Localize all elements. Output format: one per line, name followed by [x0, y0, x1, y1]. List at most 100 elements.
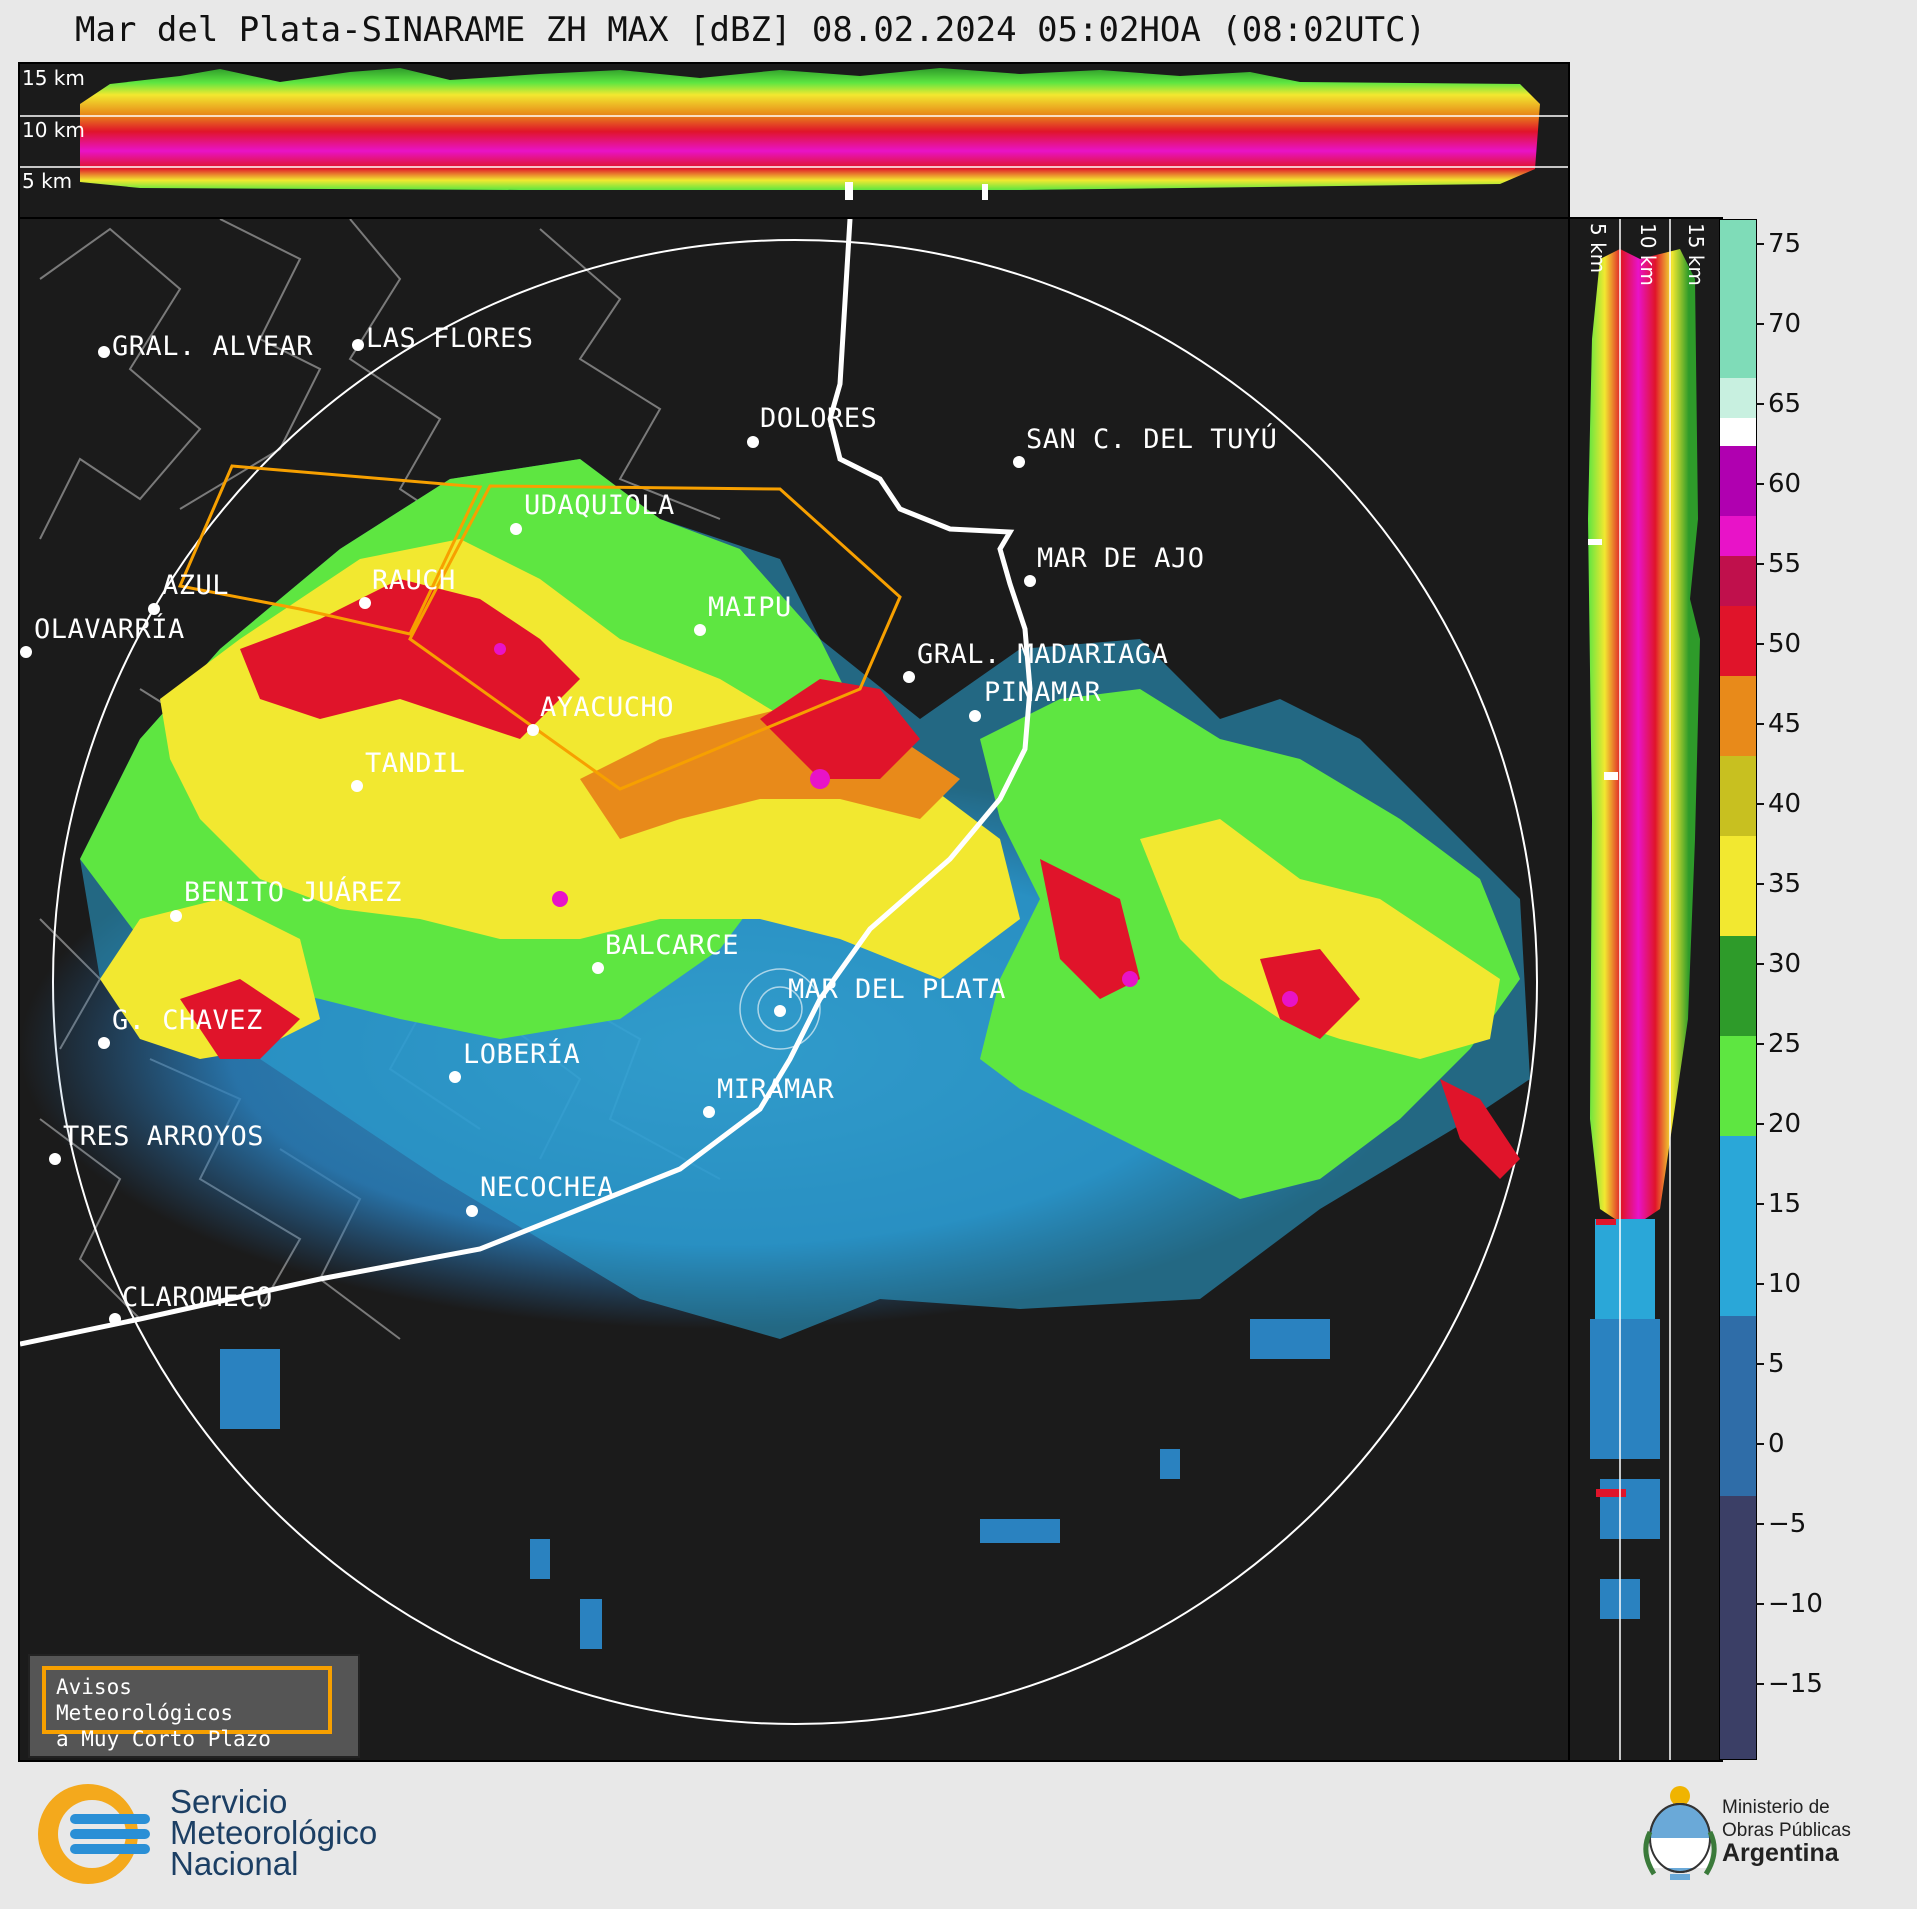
city-dot [449, 1071, 461, 1083]
warning-legend-line2: a Muy Corto Plazo [56, 1727, 271, 1751]
city-dot [170, 910, 182, 922]
colorbar-label: 0 [1768, 1429, 1785, 1459]
city-label-tandil: TANDIL [365, 748, 466, 779]
ministry-line1: Ministerio de [1722, 1797, 1830, 1818]
city-label-necochea: NECOCHEA [480, 1172, 615, 1203]
colorbar-tick [1756, 1523, 1764, 1525]
city-label-dolores: DOLORES [760, 403, 878, 434]
colorbar-tick [1756, 963, 1764, 965]
city-label-mar-de-ajo: MAR DE AJO [1037, 543, 1205, 574]
city-dot [466, 1205, 478, 1217]
colorbar-label: 10 [1768, 1269, 1802, 1299]
side-cross-section [1588, 219, 1700, 1760]
city-dot [703, 1106, 715, 1118]
smn-line2: Meteorológico [170, 1814, 378, 1851]
city-label-pinamar: PINAMAR [984, 677, 1102, 708]
colorbar-gradient [1720, 220, 1756, 1759]
height-label-15km-v: 15 km [1684, 223, 1708, 286]
colorbar-tick [1756, 1363, 1764, 1365]
colorbar-tick [1756, 1203, 1764, 1205]
colorbar-label: 20 [1768, 1109, 1802, 1139]
colorbar-label: 45 [1768, 709, 1802, 739]
city-label-las-flores: LAS FLORES [366, 323, 534, 354]
colorbar-label: 5 [1768, 1349, 1785, 1379]
radar-echoes [20, 459, 1530, 1649]
city-dot [352, 339, 364, 351]
colorbar-tick [1756, 723, 1764, 725]
colorbar-tick [1756, 1043, 1764, 1045]
colorbar-label: 25 [1768, 1029, 1802, 1059]
colorbar-label: 55 [1768, 549, 1802, 579]
city-label-olavarria: OLAVARRÍA [34, 614, 185, 645]
city-label-mar-del-plata: MAR DEL PLATA [788, 974, 1006, 1005]
city-label-tres-arroyos: TRES ARROYOS [63, 1121, 265, 1152]
city-dot [510, 523, 522, 535]
colorbar-label: −5 [1768, 1509, 1807, 1539]
city-dot [694, 624, 706, 636]
smn-line3: Nacional [170, 1845, 299, 1882]
radar-site-rings [739, 968, 821, 1050]
colorbar-label: 60 [1768, 469, 1802, 499]
city-label-benito-juarez: BENITO JUÁREZ [184, 877, 402, 908]
top-cross-section-panel: 15 km 10 km 5 km [18, 62, 1570, 219]
city-label-loberia: LOBERÍA [463, 1039, 581, 1070]
warning-legend: Avisos Meteorológicos a Muy Corto Plazo [28, 1654, 360, 1758]
city-label-san-c-del-tuyu: SAN C. DEL TUYÚ [1026, 424, 1278, 455]
city-label-g-chavez: G. CHAVEZ [112, 1005, 263, 1036]
colorbar [1719, 219, 1757, 1760]
top-cross-section [20, 68, 1568, 200]
ministry-wordmark: Ministerio de Obras Públicas Argentina [1722, 1796, 1851, 1867]
smn-line1: Servicio [170, 1783, 288, 1820]
colorbar-tick [1756, 883, 1764, 885]
colorbar-tick [1756, 1443, 1764, 1445]
city-label-claromeco: CLAROMECO [122, 1282, 273, 1313]
smn-logo-icon [38, 1784, 150, 1884]
city-label-udaquiola: UDAQUIOLA [524, 490, 675, 521]
city-dot [351, 780, 363, 792]
colorbar-tick [1756, 563, 1764, 565]
city-dot [98, 1037, 110, 1049]
city-dot [98, 346, 110, 358]
radar-map[interactable] [20, 219, 1568, 1760]
city-dot [527, 724, 539, 736]
city-dot [49, 1153, 61, 1165]
height-label-5km-v: 5 km [1586, 223, 1610, 274]
colorbar-label: 75 [1768, 229, 1802, 259]
city-dot [20, 646, 32, 658]
colorbar-tick [1756, 1283, 1764, 1285]
city-dot [1013, 456, 1025, 468]
warning-legend-line1: Avisos Meteorológicos [56, 1675, 234, 1725]
colorbar-label: 35 [1768, 869, 1802, 899]
radar-map-panel[interactable]: GRAL. ALVEAR LAS FLORES DOLORES SAN C. D… [18, 217, 1570, 1762]
ministry-line3: Argentina [1722, 1839, 1839, 1867]
city-label-miramar: MIRAMAR [717, 1074, 835, 1105]
chart-title: Mar del Plata-SINARAME ZH MAX [dBZ] 08.0… [75, 10, 1427, 50]
colorbar-label: −10 [1768, 1589, 1823, 1619]
side-cross-section-panel: 5 km 10 km 15 km [1568, 217, 1723, 1762]
height-label-10km: 10 km [22, 118, 85, 142]
city-dot [747, 436, 759, 448]
colorbar-label: 40 [1768, 789, 1802, 819]
coastline [20, 219, 1033, 1347]
colorbar-label: −15 [1768, 1669, 1823, 1699]
colorbar-label: 50 [1768, 629, 1802, 659]
warning-polygons [177, 464, 902, 791]
city-dot [359, 597, 371, 609]
city-dot [969, 710, 981, 722]
city-label-maipu: MAIPU [708, 592, 792, 623]
colorbar-tick [1756, 1123, 1764, 1125]
colorbar-tick [1756, 1683, 1764, 1685]
colorbar-label: 70 [1768, 309, 1802, 339]
city-label-azul: AZUL [162, 570, 230, 601]
city-dot [109, 1313, 121, 1325]
colorbar-label: 15 [1768, 1189, 1802, 1219]
city-label-gral-madariaga: GRAL. MADARIAGA [917, 639, 1169, 670]
height-label-10km-v: 10 km [1636, 223, 1660, 286]
colorbar-tick [1756, 323, 1764, 325]
colorbar-tick [1756, 483, 1764, 485]
smn-wordmark: Servicio Meteorológico Nacional [170, 1783, 378, 1882]
city-label-balcarce: BALCARCE [605, 930, 740, 961]
coat-of-arms-icon [1643, 1786, 1717, 1880]
city-label-gral-alvear: GRAL. ALVEAR [112, 331, 314, 362]
colorbar-tick [1756, 803, 1764, 805]
